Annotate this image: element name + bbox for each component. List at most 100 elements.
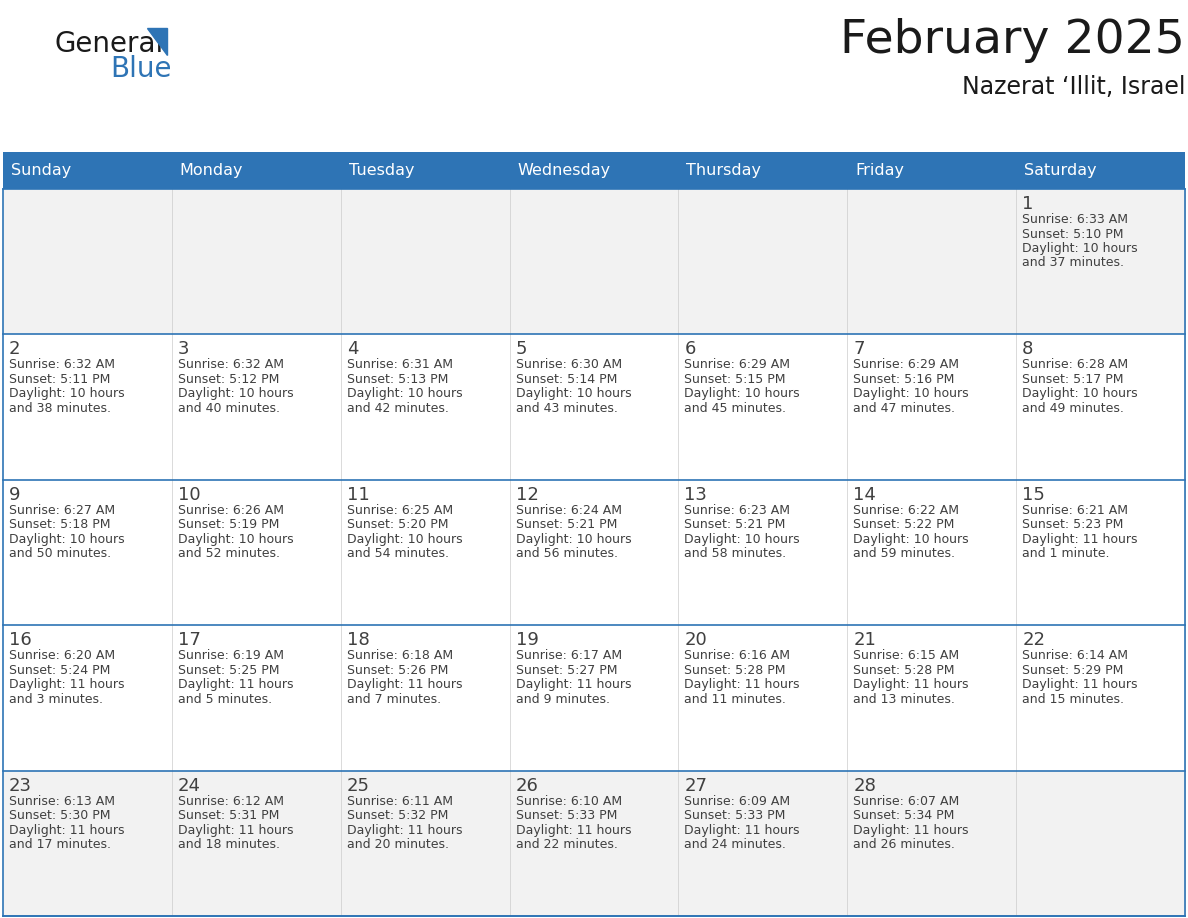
Text: and 26 minutes.: and 26 minutes. bbox=[853, 838, 955, 851]
Text: Sunset: 5:33 PM: Sunset: 5:33 PM bbox=[684, 809, 785, 823]
Text: Sunset: 5:18 PM: Sunset: 5:18 PM bbox=[10, 519, 110, 532]
Bar bbox=[678, 770, 847, 916]
Text: 19: 19 bbox=[516, 632, 538, 649]
Bar bbox=[172, 770, 341, 916]
Text: 6: 6 bbox=[684, 341, 696, 358]
Text: 9: 9 bbox=[10, 486, 20, 504]
Text: and 13 minutes.: and 13 minutes. bbox=[853, 693, 955, 706]
Text: Sunrise: 6:18 AM: Sunrise: 6:18 AM bbox=[347, 649, 453, 662]
Text: 26: 26 bbox=[516, 777, 538, 795]
Text: Sunrise: 6:29 AM: Sunrise: 6:29 AM bbox=[684, 358, 790, 372]
Text: and 20 minutes.: and 20 minutes. bbox=[347, 838, 449, 851]
Bar bbox=[4, 770, 172, 916]
Text: 27: 27 bbox=[684, 777, 707, 795]
Polygon shape bbox=[147, 28, 168, 55]
Text: and 1 minute.: and 1 minute. bbox=[1022, 547, 1110, 560]
Text: 22: 22 bbox=[1022, 632, 1045, 649]
Text: Sunset: 5:28 PM: Sunset: 5:28 PM bbox=[853, 664, 955, 677]
Text: Daylight: 11 hours: Daylight: 11 hours bbox=[1022, 678, 1138, 691]
Text: and 52 minutes.: and 52 minutes. bbox=[178, 547, 280, 560]
Text: Sunrise: 6:15 AM: Sunrise: 6:15 AM bbox=[853, 649, 960, 662]
Text: Daylight: 10 hours: Daylight: 10 hours bbox=[178, 387, 293, 400]
Text: Sunset: 5:28 PM: Sunset: 5:28 PM bbox=[684, 664, 786, 677]
Bar bbox=[847, 334, 1016, 480]
Text: Sunrise: 6:33 AM: Sunrise: 6:33 AM bbox=[1022, 213, 1129, 226]
Bar bbox=[341, 152, 510, 189]
Text: Blue: Blue bbox=[110, 55, 171, 83]
Text: Sunrise: 6:19 AM: Sunrise: 6:19 AM bbox=[178, 649, 284, 662]
Text: February 2025: February 2025 bbox=[840, 18, 1184, 63]
Text: Daylight: 11 hours: Daylight: 11 hours bbox=[347, 823, 462, 836]
Text: and 37 minutes.: and 37 minutes. bbox=[1022, 256, 1124, 270]
Text: General: General bbox=[55, 30, 164, 58]
Text: 7: 7 bbox=[853, 341, 865, 358]
Text: and 38 minutes.: and 38 minutes. bbox=[10, 402, 110, 415]
Bar bbox=[510, 770, 678, 916]
Text: Sunset: 5:26 PM: Sunset: 5:26 PM bbox=[347, 664, 448, 677]
Text: 16: 16 bbox=[10, 632, 32, 649]
Text: and 54 minutes.: and 54 minutes. bbox=[347, 547, 449, 560]
Text: Sunrise: 6:24 AM: Sunrise: 6:24 AM bbox=[516, 504, 621, 517]
Text: 10: 10 bbox=[178, 486, 201, 504]
Bar bbox=[4, 334, 172, 480]
Text: Sunday: Sunday bbox=[11, 163, 71, 178]
Bar bbox=[1016, 625, 1184, 770]
Text: 23: 23 bbox=[10, 777, 32, 795]
Text: Sunset: 5:31 PM: Sunset: 5:31 PM bbox=[178, 809, 279, 823]
Text: Wednesday: Wednesday bbox=[518, 163, 611, 178]
Text: Daylight: 11 hours: Daylight: 11 hours bbox=[178, 678, 293, 691]
Text: Sunrise: 6:21 AM: Sunrise: 6:21 AM bbox=[1022, 504, 1129, 517]
Bar bbox=[172, 189, 341, 334]
Text: Daylight: 10 hours: Daylight: 10 hours bbox=[1022, 387, 1138, 400]
Bar bbox=[341, 189, 510, 334]
Text: 8: 8 bbox=[1022, 341, 1034, 358]
Text: Sunrise: 6:28 AM: Sunrise: 6:28 AM bbox=[1022, 358, 1129, 372]
Text: 2: 2 bbox=[10, 341, 20, 358]
Bar bbox=[4, 480, 172, 625]
Text: Daylight: 10 hours: Daylight: 10 hours bbox=[1022, 242, 1138, 255]
Text: Sunset: 5:11 PM: Sunset: 5:11 PM bbox=[10, 373, 110, 386]
Bar bbox=[341, 334, 510, 480]
Text: Sunrise: 6:22 AM: Sunrise: 6:22 AM bbox=[853, 504, 959, 517]
Text: Sunrise: 6:07 AM: Sunrise: 6:07 AM bbox=[853, 795, 960, 808]
Text: Daylight: 11 hours: Daylight: 11 hours bbox=[684, 678, 800, 691]
Text: and 7 minutes.: and 7 minutes. bbox=[347, 693, 441, 706]
Text: 18: 18 bbox=[347, 632, 369, 649]
Text: Sunrise: 6:11 AM: Sunrise: 6:11 AM bbox=[347, 795, 453, 808]
Bar bbox=[510, 625, 678, 770]
Bar bbox=[172, 334, 341, 480]
Text: 17: 17 bbox=[178, 632, 201, 649]
Bar bbox=[172, 152, 341, 189]
Text: Saturday: Saturday bbox=[1024, 163, 1097, 178]
Text: Daylight: 11 hours: Daylight: 11 hours bbox=[516, 823, 631, 836]
Text: 4: 4 bbox=[347, 341, 359, 358]
Text: Sunrise: 6:17 AM: Sunrise: 6:17 AM bbox=[516, 649, 621, 662]
Text: 14: 14 bbox=[853, 486, 877, 504]
Text: Sunset: 5:29 PM: Sunset: 5:29 PM bbox=[1022, 664, 1124, 677]
Text: Daylight: 11 hours: Daylight: 11 hours bbox=[1022, 532, 1138, 546]
Text: and 47 minutes.: and 47 minutes. bbox=[853, 402, 955, 415]
Text: Daylight: 10 hours: Daylight: 10 hours bbox=[684, 532, 800, 546]
Text: Sunrise: 6:31 AM: Sunrise: 6:31 AM bbox=[347, 358, 453, 372]
Text: Daylight: 10 hours: Daylight: 10 hours bbox=[178, 532, 293, 546]
Bar bbox=[4, 625, 172, 770]
Text: Monday: Monday bbox=[179, 163, 244, 178]
Text: Sunset: 5:32 PM: Sunset: 5:32 PM bbox=[347, 809, 448, 823]
Text: Sunrise: 6:12 AM: Sunrise: 6:12 AM bbox=[178, 795, 284, 808]
Text: Sunrise: 6:25 AM: Sunrise: 6:25 AM bbox=[347, 504, 453, 517]
Bar bbox=[4, 189, 172, 334]
Text: Daylight: 11 hours: Daylight: 11 hours bbox=[347, 678, 462, 691]
Text: and 22 minutes.: and 22 minutes. bbox=[516, 838, 618, 851]
Text: Sunset: 5:24 PM: Sunset: 5:24 PM bbox=[10, 664, 110, 677]
Text: and 15 minutes.: and 15 minutes. bbox=[1022, 693, 1124, 706]
Text: 21: 21 bbox=[853, 632, 877, 649]
Text: Daylight: 11 hours: Daylight: 11 hours bbox=[10, 823, 125, 836]
Text: Sunset: 5:16 PM: Sunset: 5:16 PM bbox=[853, 373, 955, 386]
Bar bbox=[847, 152, 1016, 189]
Text: 15: 15 bbox=[1022, 486, 1045, 504]
Text: Sunrise: 6:32 AM: Sunrise: 6:32 AM bbox=[178, 358, 284, 372]
Text: Sunset: 5:12 PM: Sunset: 5:12 PM bbox=[178, 373, 279, 386]
Text: Sunset: 5:13 PM: Sunset: 5:13 PM bbox=[347, 373, 448, 386]
Bar bbox=[1016, 480, 1184, 625]
Text: Sunset: 5:20 PM: Sunset: 5:20 PM bbox=[347, 519, 448, 532]
